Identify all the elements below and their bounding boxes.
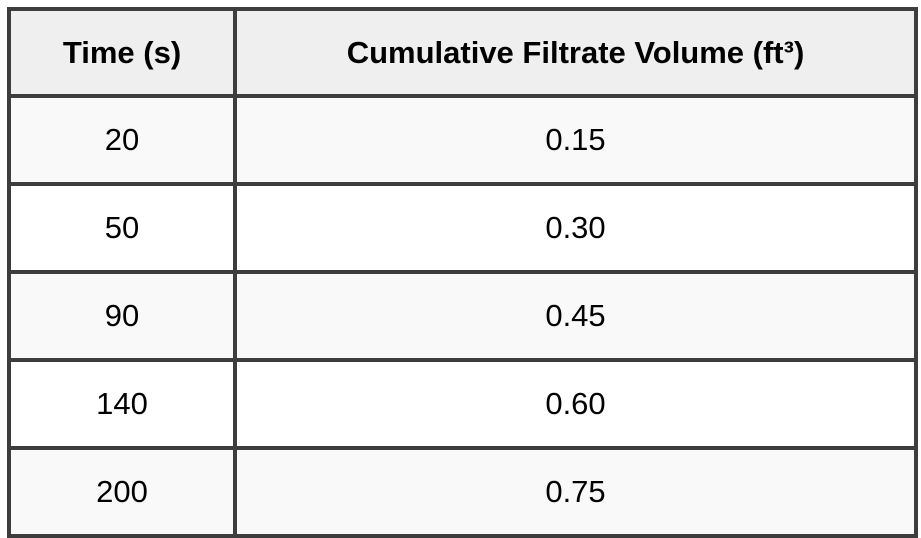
cell-volume: 0.30 xyxy=(233,182,918,274)
filtration-data-table: Time (s) Cumulative Filtrate Volume (ft³… xyxy=(7,7,918,538)
table-row: 50 0.30 xyxy=(7,182,918,274)
cell-volume: 0.15 xyxy=(233,94,918,186)
cell-time: 20 xyxy=(7,94,237,186)
cell-volume: 0.45 xyxy=(233,270,918,362)
table-row: 90 0.45 xyxy=(7,270,918,362)
table-row: 200 0.75 xyxy=(7,446,918,538)
cell-volume: 0.75 xyxy=(233,446,918,538)
cell-volume: 0.60 xyxy=(233,358,918,450)
cell-time: 200 xyxy=(7,446,237,538)
header-time: Time (s) xyxy=(7,7,237,98)
cell-time: 90 xyxy=(7,270,237,362)
table-row: 20 0.15 xyxy=(7,94,918,186)
header-row: Time (s) Cumulative Filtrate Volume (ft³… xyxy=(7,7,918,98)
cell-time: 50 xyxy=(7,182,237,274)
cell-time: 140 xyxy=(7,358,237,450)
header-volume: Cumulative Filtrate Volume (ft³) xyxy=(233,7,918,98)
table-row: 140 0.60 xyxy=(7,358,918,450)
filtration-data-table-container: Time (s) Cumulative Filtrate Volume (ft³… xyxy=(7,7,918,538)
